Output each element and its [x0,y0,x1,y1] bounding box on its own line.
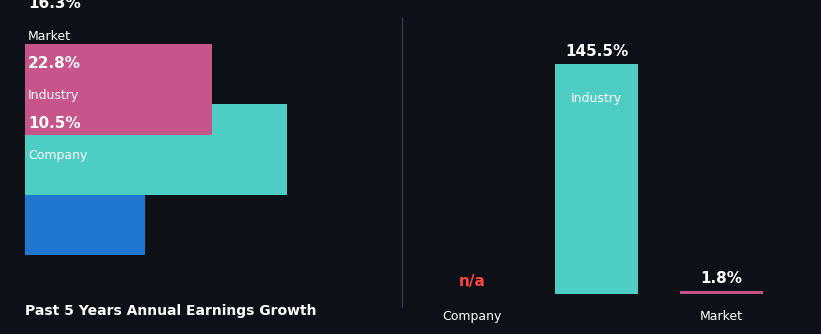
Text: n/a: n/a [459,274,486,289]
Text: 1.8%: 1.8% [700,271,742,286]
Text: Industry: Industry [28,90,80,103]
FancyBboxPatch shape [25,44,212,135]
FancyBboxPatch shape [555,64,639,294]
Text: 145.5%: 145.5% [565,44,629,59]
Text: 16.3%: 16.3% [28,0,80,11]
Text: Company: Company [28,149,88,162]
Text: Market: Market [28,29,71,42]
Text: 10.5%: 10.5% [28,116,80,131]
Text: Company: Company [443,310,502,323]
FancyBboxPatch shape [25,104,287,195]
FancyBboxPatch shape [680,291,763,294]
Text: Industry: Industry [571,92,622,105]
FancyBboxPatch shape [25,164,145,255]
Text: 22.8%: 22.8% [28,56,81,71]
Text: Market: Market [700,310,743,323]
Text: Past 5 Years Annual Earnings Growth: Past 5 Years Annual Earnings Growth [25,304,316,318]
